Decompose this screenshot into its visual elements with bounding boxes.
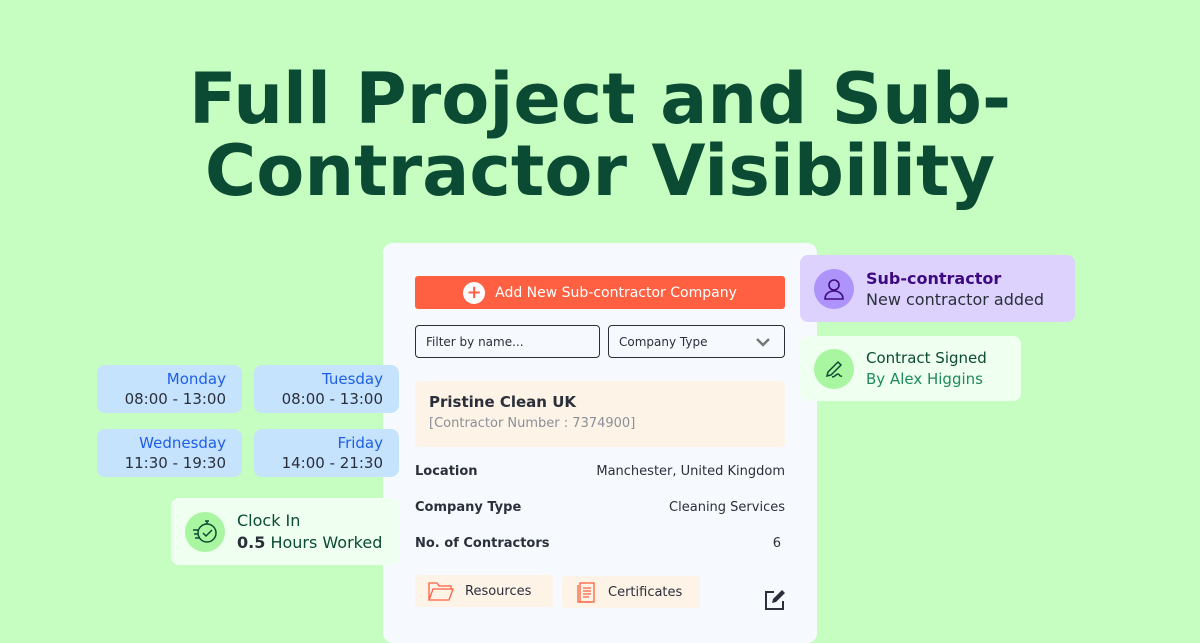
resources-label: Resources [465, 583, 532, 599]
contractor-number: [Contractor Number : 7374900] [429, 416, 636, 431]
hours-label: Hours Worked [270, 532, 383, 552]
user-icon [814, 268, 854, 309]
chevron-down-icon [756, 337, 770, 347]
certificates-label: Certificates [608, 584, 683, 600]
filter-input[interactable]: Filter by name... [415, 325, 600, 358]
schedule-monday: Monday 08:00 - 13:00 [97, 365, 242, 413]
detail-row: Location Manchester, United Kingdom [415, 464, 785, 479]
hours-value: 0.5 [237, 532, 266, 552]
detail-label: Company Type [415, 500, 522, 515]
day-time: 11:30 - 19:30 [124, 454, 226, 472]
headline-line-1: Full Project and Sub- [188, 58, 1012, 140]
add-button-label: Add New Sub-contractor Company [495, 284, 737, 301]
edit-icon[interactable] [764, 589, 786, 611]
schedule-wednesday: Wednesday 11:30 - 19:30 [97, 429, 242, 477]
folder-icon [428, 582, 454, 601]
day-time: 14:00 - 21:30 [281, 454, 383, 472]
detail-row: No. of Contractors 6 [415, 536, 785, 551]
resources-button[interactable]: Resources [415, 575, 553, 607]
subcontractor-notification: Sub-contractor New contractor added [800, 255, 1075, 322]
headline-line-2: Contractor Visibility [204, 130, 996, 212]
contract-signed-notification: Contract Signed By Alex Higgins [800, 336, 1021, 401]
company-type-select[interactable]: Company Type [608, 325, 785, 358]
select-label: Company Type [619, 334, 708, 349]
stopwatch-check-icon [185, 511, 225, 552]
add-subcontractor-button[interactable]: + Add New Sub-contractor Company [415, 276, 785, 309]
day-name: Tuesday [321, 370, 383, 388]
certificate-icon [577, 582, 595, 603]
company-name: Pristine Clean UK [429, 393, 576, 411]
day-name: Friday [337, 434, 383, 452]
detail-value: 6 [772, 536, 781, 551]
detail-value: Cleaning Services [669, 500, 785, 515]
schedule-friday: Friday 14:00 - 21:30 [254, 429, 399, 477]
day-name: Monday [166, 370, 226, 388]
detail-value: Manchester, United Kingdom [596, 464, 785, 479]
company-card[interactable]: Pristine Clean UK [Contractor Number : 7… [415, 381, 785, 447]
day-name: Wednesday [139, 434, 226, 452]
clock-in-card: Clock In 0.5 Hours Worked [171, 498, 400, 565]
notification-text: By Alex Higgins [866, 369, 983, 388]
schedule-tuesday: Tuesday 08:00 - 13:00 [254, 365, 399, 413]
day-time: 08:00 - 13:00 [281, 390, 383, 408]
clock-in-title: Clock In [237, 510, 301, 530]
notification-title: Contract Signed [866, 348, 987, 367]
notification-title: Sub-contractor [866, 268, 1002, 288]
detail-label: Location [415, 464, 478, 479]
detail-row: Company Type Cleaning Services [415, 500, 785, 515]
signature-pen-icon [814, 348, 854, 389]
certificates-button[interactable]: Certificates [562, 576, 700, 608]
notification-text: New contractor added [866, 289, 1045, 309]
filter-placeholder: Filter by name... [426, 334, 524, 349]
plus-icon: + [463, 281, 486, 304]
detail-label: No. of Contractors [415, 536, 550, 551]
day-time: 08:00 - 13:00 [124, 390, 226, 408]
